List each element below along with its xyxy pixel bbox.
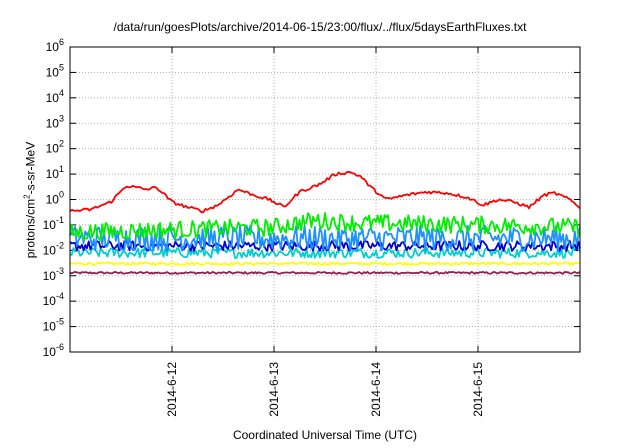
- series-line: [69, 240, 581, 252]
- plot-frame: [69, 46, 581, 353]
- series-line: [69, 246, 581, 259]
- y-tick-label: 106: [46, 37, 64, 54]
- x-tick-label: 2014-6-15: [471, 362, 485, 417]
- y-tick-label: 10-4: [43, 291, 64, 308]
- x-axis-label: Coordinated Universal Time (UTC): [232, 428, 418, 442]
- chart-title: /data/run/goesPlots/archive/2014-06-15/2…: [113, 20, 527, 34]
- y-tick-label: 105: [46, 62, 64, 79]
- series-line: [69, 212, 581, 242]
- series-line: [69, 171, 581, 214]
- y-tick-label: 102: [46, 139, 64, 156]
- y-tick-label: 101: [46, 164, 64, 181]
- x-tick-label: 2014-6-14: [369, 362, 383, 417]
- y-tick-label: 10-1: [43, 215, 64, 232]
- y-tick-label: 100: [46, 190, 64, 207]
- y-tick-label: 10-2: [43, 240, 64, 257]
- y-tick-label: 10-5: [43, 317, 64, 334]
- y-tick-label: 104: [46, 88, 64, 105]
- series-line: [69, 270, 581, 275]
- y-tick-label: 10-3: [43, 266, 64, 283]
- y-tick-label: 103: [46, 113, 64, 130]
- y-tick-label: 10-6: [43, 342, 64, 359]
- series-line: [69, 261, 581, 266]
- x-tick-label: 2014-6-12: [165, 362, 179, 417]
- x-tick-label: 2014-6-13: [267, 362, 281, 417]
